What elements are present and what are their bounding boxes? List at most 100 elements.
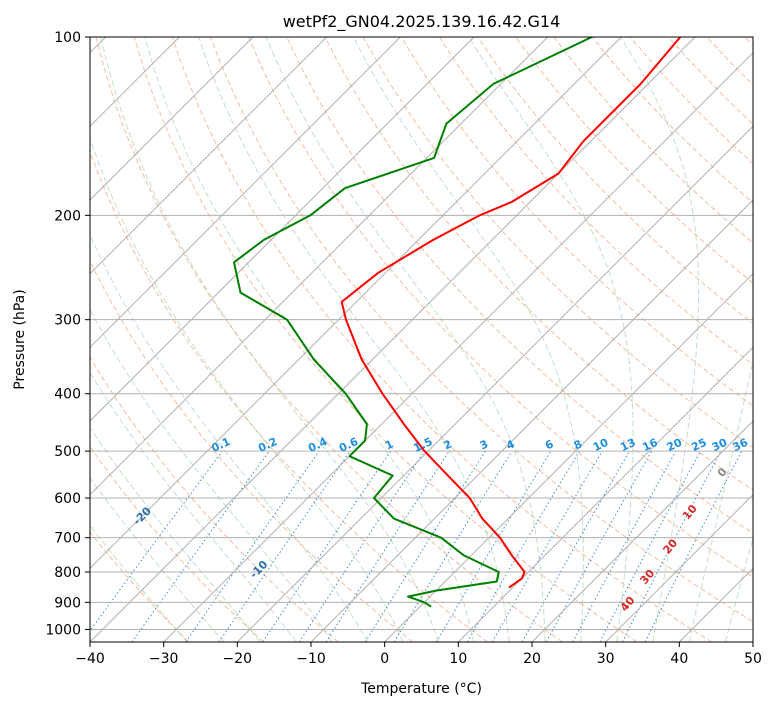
moist-adiabat	[144, 37, 475, 642]
moist-adiabat	[620, 37, 700, 642]
y-tick-label: 100	[54, 30, 81, 46]
isotherm-line	[678, 567, 753, 642]
dry-adiabat	[248, 37, 753, 578]
chart-title: wetPf2_GN04.2025.139.16.42.G14	[283, 12, 561, 32]
y-tick-label: 200	[54, 208, 81, 224]
isotherm-line	[752, 641, 753, 642]
x-tick-label: 10	[449, 651, 467, 667]
dry-adiabat	[515, 37, 753, 284]
moist-adiabat	[90, 233, 369, 642]
mixing-ratio-label: 10	[591, 436, 611, 454]
dry-adiabats	[90, 37, 753, 642]
dry-adiabat	[90, 356, 339, 642]
moist-adiabat	[90, 308, 333, 642]
series-lines	[233, 37, 682, 608]
moist-adiabat	[725, 536, 753, 642]
dry-adiabat	[133, 37, 638, 642]
moist-adiabat	[90, 524, 188, 642]
y-tick-label: 500	[54, 444, 81, 460]
dry-adiabat-label: -10	[247, 558, 270, 581]
mixing-ratio-label: 16	[640, 436, 660, 454]
x-tick-label: −30	[149, 651, 179, 667]
x-tick-label: 40	[670, 651, 688, 667]
mixing-ratio-line	[599, 450, 701, 642]
x-tick-label: −20	[223, 651, 253, 667]
moist-adiabat-label: 30	[638, 567, 658, 587]
mixing-ratio-label: 6	[543, 437, 556, 452]
moist-adiabat	[353, 37, 584, 642]
isotherm-line	[90, 37, 475, 422]
mixing-ratio-line	[131, 450, 270, 642]
x-tick-label: 50	[744, 651, 762, 667]
mixing-ratio-label: 0.2	[256, 435, 279, 455]
y-tick-label: 900	[54, 595, 81, 611]
isotherm-line	[163, 51, 753, 642]
isotherm-line	[236, 125, 753, 642]
reference-line-labels: -100-90-80-70-60-50-40-30-20-10010203040…	[22, 435, 751, 614]
x-tick-label: 0	[380, 651, 389, 667]
mixing-ratio-label: 0.4	[306, 435, 329, 455]
y-tick-label: 400	[54, 387, 81, 403]
dry-adiabat	[400, 37, 753, 407]
moist-adiabat	[90, 477, 225, 642]
isotherm-line	[90, 37, 622, 570]
x-axis-label: Temperature (°C)	[360, 681, 482, 697]
mixing-ratio-label: 0.6	[337, 435, 360, 455]
mixing-ratio-line	[572, 450, 677, 642]
moist-adiabat-label: 10	[680, 502, 700, 522]
moist-adiabat	[198, 37, 510, 642]
mixing-ratio-label: 2	[442, 437, 454, 452]
dry-adiabat	[95, 37, 563, 642]
isotherm-line	[90, 37, 696, 642]
y-tick-label: 1000	[45, 622, 81, 638]
dry-adiabat	[210, 37, 753, 623]
mixing-ratio-line	[298, 450, 425, 642]
isotherm-line	[531, 420, 753, 642]
mixing-ratio-line	[325, 450, 450, 642]
mixing-ratio-line	[90, 450, 223, 632]
y-axis: 100 200 300 400 500 600 700 800 900 1000	[45, 30, 90, 638]
mixing-ratio-label: 0.1	[209, 435, 232, 455]
plot-area: -100-90-80-70-60-50-40-30-20-10010203040…	[22, 37, 753, 642]
isotherm-line	[605, 493, 753, 642]
dry-adiabat	[90, 150, 488, 642]
isotherm-line	[310, 199, 753, 642]
mixing-ratio-label: 25	[689, 436, 708, 454]
y-axis-label: Pressure (hPa)	[12, 289, 28, 389]
isotherm-line	[90, 37, 328, 275]
x-tick-label: −10	[296, 651, 326, 667]
y-tick-label: 700	[54, 531, 81, 547]
profile-line-2	[233, 37, 593, 608]
moist-adiabat	[90, 426, 261, 642]
moist-adiabat	[100, 37, 439, 642]
plot-frame	[89, 36, 754, 643]
x-axis: −40 −30 −20 −10 0 10 20 30 40 50	[75, 642, 762, 667]
mixing-ratio-line	[644, 450, 743, 642]
mixing-ratio-line	[185, 450, 320, 642]
dry-adiabat	[591, 37, 753, 204]
grid-lines	[90, 37, 753, 642]
isotherm-line	[90, 37, 401, 349]
x-tick-label: 30	[597, 651, 615, 667]
dry-adiabat	[706, 37, 753, 86]
moist-adiabat-label: 0	[715, 465, 730, 479]
moist-adiabat	[90, 136, 404, 642]
dry-adiabat-label: -30	[22, 442, 45, 465]
isotherm-line	[90, 37, 549, 496]
dry-adiabat	[90, 445, 264, 642]
mixing-ratio-line	[393, 450, 513, 642]
moist-adiabat	[688, 358, 753, 642]
mixing-ratio-lines	[90, 450, 743, 642]
dry-adiabat	[438, 37, 753, 366]
dry-adiabat	[362, 37, 753, 449]
moist-adiabat	[265, 37, 546, 642]
moist-adiabat	[468, 37, 634, 642]
dry-adiabat	[171, 37, 712, 642]
mixing-ratio-label: 3	[478, 437, 490, 452]
mixing-ratio-label: 1	[383, 437, 395, 452]
mixing-ratio-line	[262, 450, 392, 642]
mixing-ratio-label: 13	[618, 436, 637, 454]
isotherm-line	[384, 272, 753, 642]
y-tick-label: 300	[54, 313, 81, 329]
